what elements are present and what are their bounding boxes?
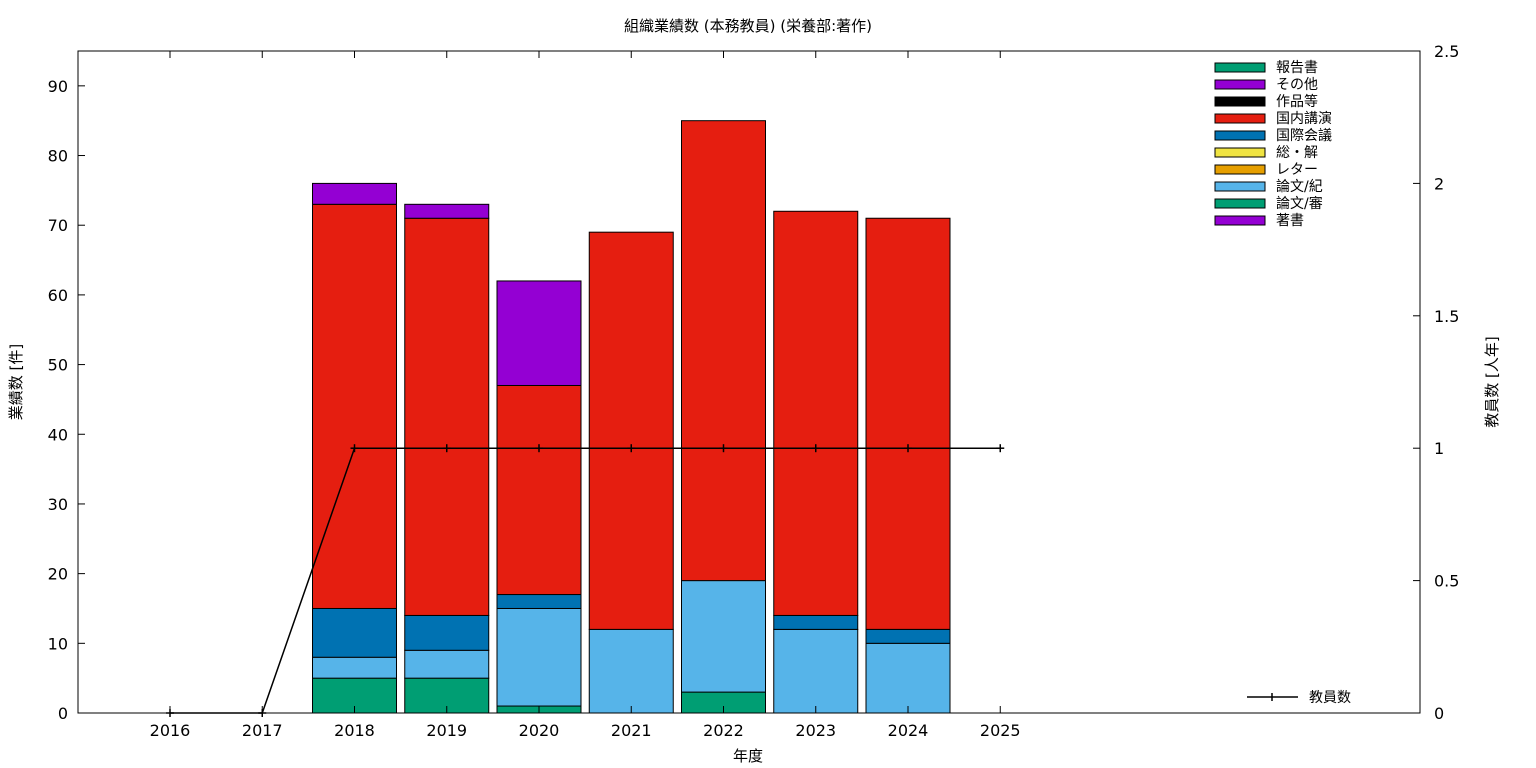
x-tick-label: 2021 xyxy=(611,721,652,740)
x-tick-label: 2023 xyxy=(795,721,836,740)
bar-segment xyxy=(496,607,582,707)
bar-segment xyxy=(588,628,674,714)
y2-axis-label: 教員数 [人年] xyxy=(1483,336,1501,427)
y-tick-label: 40 xyxy=(48,425,68,444)
bar-segment xyxy=(404,649,490,679)
bar-segment xyxy=(773,628,859,714)
x-tick-label: 2020 xyxy=(519,721,560,740)
legend-swatch xyxy=(1214,96,1266,107)
y2-tick-label: 1 xyxy=(1434,439,1444,458)
y-tick-label: 90 xyxy=(48,77,68,96)
bar-segment xyxy=(865,628,951,644)
y-axis-label: 業績数 [件] xyxy=(7,344,25,420)
y-tick-label: 10 xyxy=(48,634,68,653)
y-tick-label: 50 xyxy=(48,356,68,375)
y-tick-label: 60 xyxy=(48,286,68,305)
legend-label: 報告書 xyxy=(1276,60,1318,76)
legend-label: 論文/紀 xyxy=(1276,179,1323,195)
legend-swatch xyxy=(1214,164,1266,175)
plot-frame xyxy=(77,50,1421,714)
bar-segment xyxy=(681,580,766,693)
legend-label: 論文/審 xyxy=(1276,196,1323,212)
x-tick-label: 2019 xyxy=(426,721,467,740)
x-tick-label: 2016 xyxy=(150,721,191,740)
legend-label: 総・解 xyxy=(1276,145,1318,161)
legend-label: 作品等 xyxy=(1276,93,1318,110)
bar-segment xyxy=(865,217,951,630)
y-tick-label: 20 xyxy=(48,565,68,584)
legend-label: 著書 xyxy=(1276,213,1304,229)
x-tick-label: 2017 xyxy=(242,721,283,740)
bar-segment xyxy=(404,203,490,219)
bar-segment xyxy=(404,614,490,651)
y2-tick-label: 2.5 xyxy=(1434,42,1459,61)
bars-layer xyxy=(312,120,951,714)
y2-tick-label: 1.5 xyxy=(1434,307,1459,326)
bar-segment xyxy=(496,594,582,609)
x-axis-label: 年度 xyxy=(733,747,763,765)
line-legend-label: 教員数 xyxy=(1309,690,1351,706)
legend-swatch xyxy=(1214,198,1266,209)
legend-swatch xyxy=(1214,181,1266,192)
bar-segment xyxy=(496,280,582,386)
bar-segment xyxy=(773,210,859,616)
bar-segment xyxy=(312,203,397,609)
legend-label: 国際会議 xyxy=(1276,127,1332,144)
y2-tick-label: 2 xyxy=(1434,174,1444,193)
bar-segment xyxy=(312,182,397,205)
x-tick-label: 2024 xyxy=(888,721,929,740)
legend-swatch xyxy=(1214,113,1266,124)
y-axis-left: 0 10 20 30 40 50 60 70 80 90 xyxy=(48,77,85,723)
legend-label: 国内講演 xyxy=(1276,111,1332,127)
y-axis-right: 0 0.5 1 1.5 2 2.5 xyxy=(1413,42,1459,723)
bar-segment xyxy=(773,614,859,630)
legend-swatch xyxy=(1214,147,1266,158)
legend-swatch xyxy=(1214,215,1266,226)
bar-segment xyxy=(312,607,397,658)
legend-swatch xyxy=(1214,79,1266,90)
bar-segment xyxy=(681,120,766,582)
y-tick-label: 80 xyxy=(48,147,68,166)
y2-tick-label: 0.5 xyxy=(1434,572,1459,591)
x-tick-label: 2018 xyxy=(334,721,375,740)
y2-tick-label: 0 xyxy=(1434,704,1444,723)
y-tick-label: 0 xyxy=(58,704,68,723)
bar-segment xyxy=(496,384,582,596)
bar-segment xyxy=(312,656,397,679)
chart-title: 組織業績数 (本務教員) (栄養部:著作) xyxy=(624,17,872,35)
line-legend: 教員数 xyxy=(1247,690,1351,706)
bar-segment xyxy=(404,217,490,616)
legend-swatch xyxy=(1214,62,1266,73)
x-tick-label: 2025 xyxy=(980,721,1021,740)
bar-segment xyxy=(865,642,951,714)
legend-swatch xyxy=(1214,130,1266,141)
bar-segment xyxy=(588,231,674,630)
y-tick-label: 70 xyxy=(48,216,68,235)
x-axis: 2016 2017 2018 2019 2020 2021 2022 2023 2024 2025 xyxy=(150,51,1021,740)
x-tick-label: 2022 xyxy=(703,721,744,740)
teacher-count-line xyxy=(170,447,1001,714)
legend-label: その他 xyxy=(1276,77,1318,93)
y-tick-label: 30 xyxy=(48,495,68,514)
legend-label: レター xyxy=(1276,162,1318,178)
